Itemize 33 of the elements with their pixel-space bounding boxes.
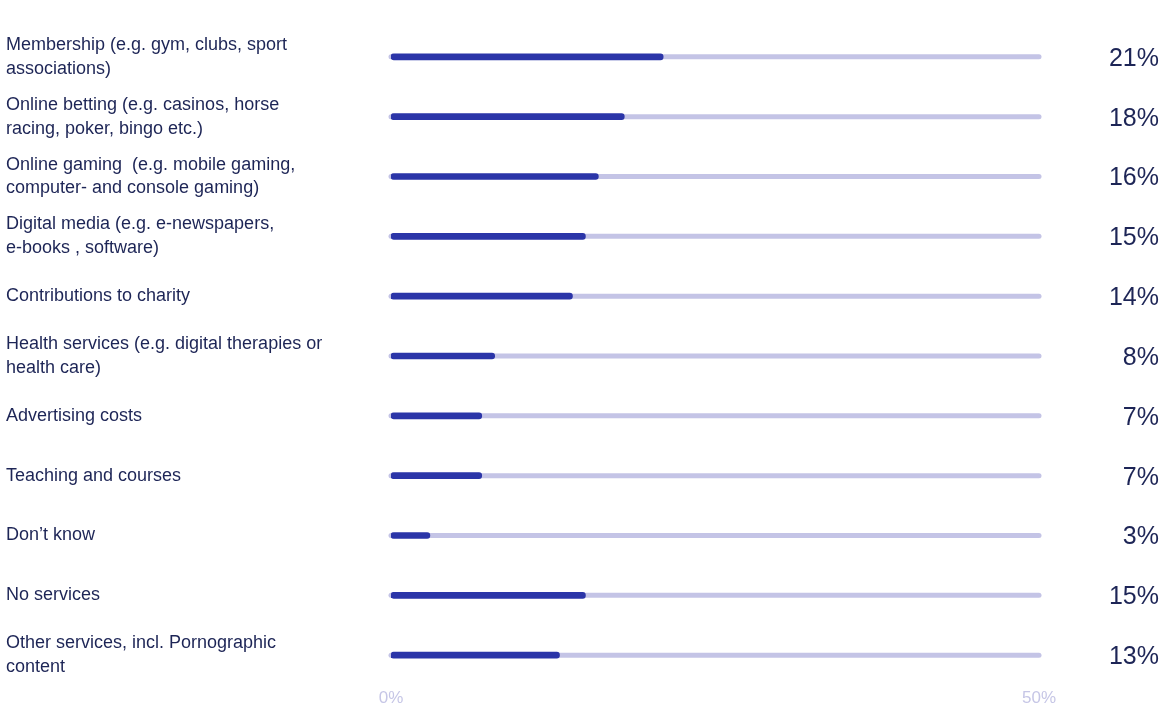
y-tick-label: Health services (e.g. digital therapies or health care) [6, 333, 323, 377]
y-tick-label: Contributions to charity [6, 285, 191, 306]
y-tick-label: Other services, incl. Pornographic content [6, 632, 277, 677]
y-tick-label: Digital media (e.g. e-newspapers, e-books , software) [6, 213, 275, 258]
x-tick-label: 0% [378, 687, 404, 707]
bar [391, 352, 496, 360]
data-label: 15% [1108, 222, 1159, 251]
data-label: 18% [1108, 102, 1159, 131]
bar [391, 651, 560, 659]
x-tick-label: 50% [1021, 687, 1057, 707]
y-tick-label: Teaching and courses [6, 464, 182, 485]
data-label: 7% [1122, 461, 1159, 490]
y-tick-label: No services [6, 584, 101, 605]
bar [391, 173, 599, 180]
y-tick-label: Online gaming (e.g. mobile gaming, computer- and console gaming) [6, 153, 296, 198]
data-label: 3% [1122, 521, 1159, 550]
data-label: 16% [1108, 162, 1159, 191]
data-label: 15% [1108, 581, 1159, 610]
bar [391, 532, 431, 539]
y-tick-label: Online betting (e.g. casinos, horse racing, poker, bingo etc.) [6, 93, 280, 138]
data-label: 7% [1122, 401, 1159, 430]
data-label: 14% [1108, 282, 1159, 311]
data-label: 21% [1108, 42, 1159, 71]
bar [391, 292, 573, 300]
bar [391, 591, 586, 599]
data-label: 13% [1108, 641, 1159, 670]
bar [391, 472, 483, 479]
bar [391, 233, 586, 240]
y-tick-label: Advertising costs [6, 404, 143, 425]
bar [391, 412, 483, 420]
data-label: 8% [1122, 341, 1159, 370]
y-tick-label: Membership (e.g. gym, clubs, sport associations) [6, 33, 288, 78]
y-tick-label: Don’t know [6, 524, 97, 545]
